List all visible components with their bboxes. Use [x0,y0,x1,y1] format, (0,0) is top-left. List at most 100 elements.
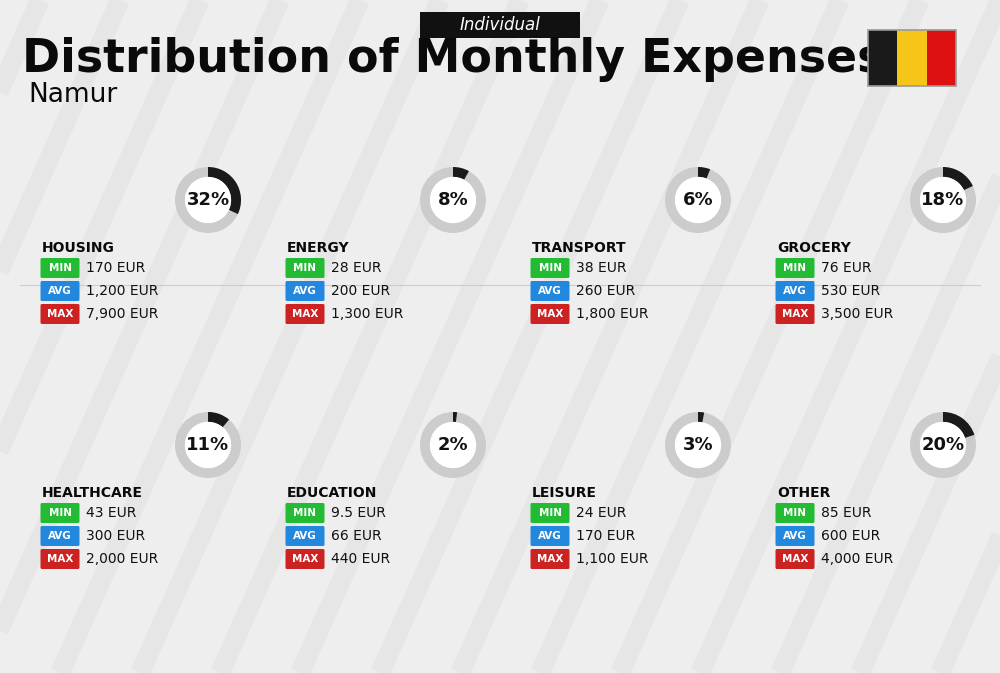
FancyBboxPatch shape [776,258,814,278]
Text: 2%: 2% [438,436,468,454]
FancyBboxPatch shape [40,503,80,523]
Circle shape [920,177,966,223]
Text: MIN: MIN [784,263,806,273]
Text: 66 EUR: 66 EUR [331,529,382,543]
Text: 170 EUR: 170 EUR [86,261,145,275]
Text: 6%: 6% [683,191,713,209]
FancyBboxPatch shape [286,503,324,523]
Text: 300 EUR: 300 EUR [86,529,145,543]
Text: 1,300 EUR: 1,300 EUR [331,307,403,321]
Wedge shape [420,167,486,233]
Text: 38 EUR: 38 EUR [576,261,626,275]
FancyBboxPatch shape [776,503,814,523]
FancyBboxPatch shape [530,304,570,324]
Wedge shape [665,167,731,233]
Text: GROCERY: GROCERY [777,241,851,255]
Text: Individual: Individual [460,16,540,34]
Text: AVG: AVG [293,531,317,541]
Text: OTHER: OTHER [777,486,830,500]
FancyBboxPatch shape [286,526,324,546]
Text: AVG: AVG [538,286,562,296]
Text: MAX: MAX [292,554,318,564]
FancyBboxPatch shape [40,304,80,324]
Text: MAX: MAX [292,309,318,319]
FancyBboxPatch shape [897,30,927,86]
Circle shape [920,422,966,468]
Text: 1,200 EUR: 1,200 EUR [86,284,158,298]
FancyBboxPatch shape [530,549,570,569]
FancyBboxPatch shape [530,503,570,523]
Circle shape [675,177,721,223]
Text: AVG: AVG [783,531,807,541]
Text: MAX: MAX [782,554,808,564]
Text: MIN: MIN [538,263,562,273]
Text: AVG: AVG [293,286,317,296]
Wedge shape [420,412,486,478]
Wedge shape [208,167,241,214]
Text: 32%: 32% [186,191,230,209]
Text: MAX: MAX [47,554,73,564]
Text: 1,100 EUR: 1,100 EUR [576,552,648,566]
FancyBboxPatch shape [286,549,324,569]
Wedge shape [453,167,469,180]
Text: 440 EUR: 440 EUR [331,552,390,566]
Text: MAX: MAX [47,309,73,319]
Text: HOUSING: HOUSING [42,241,115,255]
Circle shape [185,422,231,468]
FancyBboxPatch shape [530,258,570,278]
Wedge shape [698,412,704,423]
Text: AVG: AVG [783,286,807,296]
Wedge shape [943,167,973,190]
Text: 2,000 EUR: 2,000 EUR [86,552,158,566]
Wedge shape [453,412,457,422]
Wedge shape [665,412,731,478]
Text: MIN: MIN [294,263,316,273]
Text: AVG: AVG [538,531,562,541]
Text: 24 EUR: 24 EUR [576,506,626,520]
Text: MAX: MAX [537,309,563,319]
Wedge shape [910,167,976,233]
FancyBboxPatch shape [40,526,80,546]
FancyBboxPatch shape [927,30,956,86]
Text: 18%: 18% [921,191,965,209]
Text: 28 EUR: 28 EUR [331,261,382,275]
Circle shape [185,177,231,223]
Text: 7,900 EUR: 7,900 EUR [86,307,158,321]
Circle shape [430,422,476,468]
FancyBboxPatch shape [530,281,570,301]
FancyBboxPatch shape [868,30,897,86]
Text: 85 EUR: 85 EUR [821,506,872,520]
FancyBboxPatch shape [40,258,80,278]
Text: 8%: 8% [438,191,468,209]
FancyBboxPatch shape [40,549,80,569]
Text: 260 EUR: 260 EUR [576,284,635,298]
Text: 600 EUR: 600 EUR [821,529,880,543]
Text: MAX: MAX [537,554,563,564]
Text: ENERGY: ENERGY [287,241,350,255]
Text: 3%: 3% [683,436,713,454]
Text: 9.5 EUR: 9.5 EUR [331,506,386,520]
FancyBboxPatch shape [286,258,324,278]
Text: 1,800 EUR: 1,800 EUR [576,307,648,321]
Wedge shape [943,412,974,438]
Wedge shape [175,412,241,478]
Text: 200 EUR: 200 EUR [331,284,390,298]
FancyBboxPatch shape [420,12,580,38]
Text: 11%: 11% [186,436,230,454]
FancyBboxPatch shape [286,304,324,324]
Text: AVG: AVG [48,531,72,541]
Text: HEALTHCARE: HEALTHCARE [42,486,143,500]
Text: MIN: MIN [48,263,72,273]
FancyBboxPatch shape [776,526,814,546]
Text: Namur: Namur [28,82,117,108]
FancyBboxPatch shape [776,281,814,301]
Circle shape [675,422,721,468]
Text: 530 EUR: 530 EUR [821,284,880,298]
FancyBboxPatch shape [286,281,324,301]
Text: MIN: MIN [784,508,806,518]
FancyBboxPatch shape [530,526,570,546]
Text: EDUCATION: EDUCATION [287,486,377,500]
Wedge shape [175,167,241,233]
Text: MIN: MIN [294,508,316,518]
FancyBboxPatch shape [776,304,814,324]
